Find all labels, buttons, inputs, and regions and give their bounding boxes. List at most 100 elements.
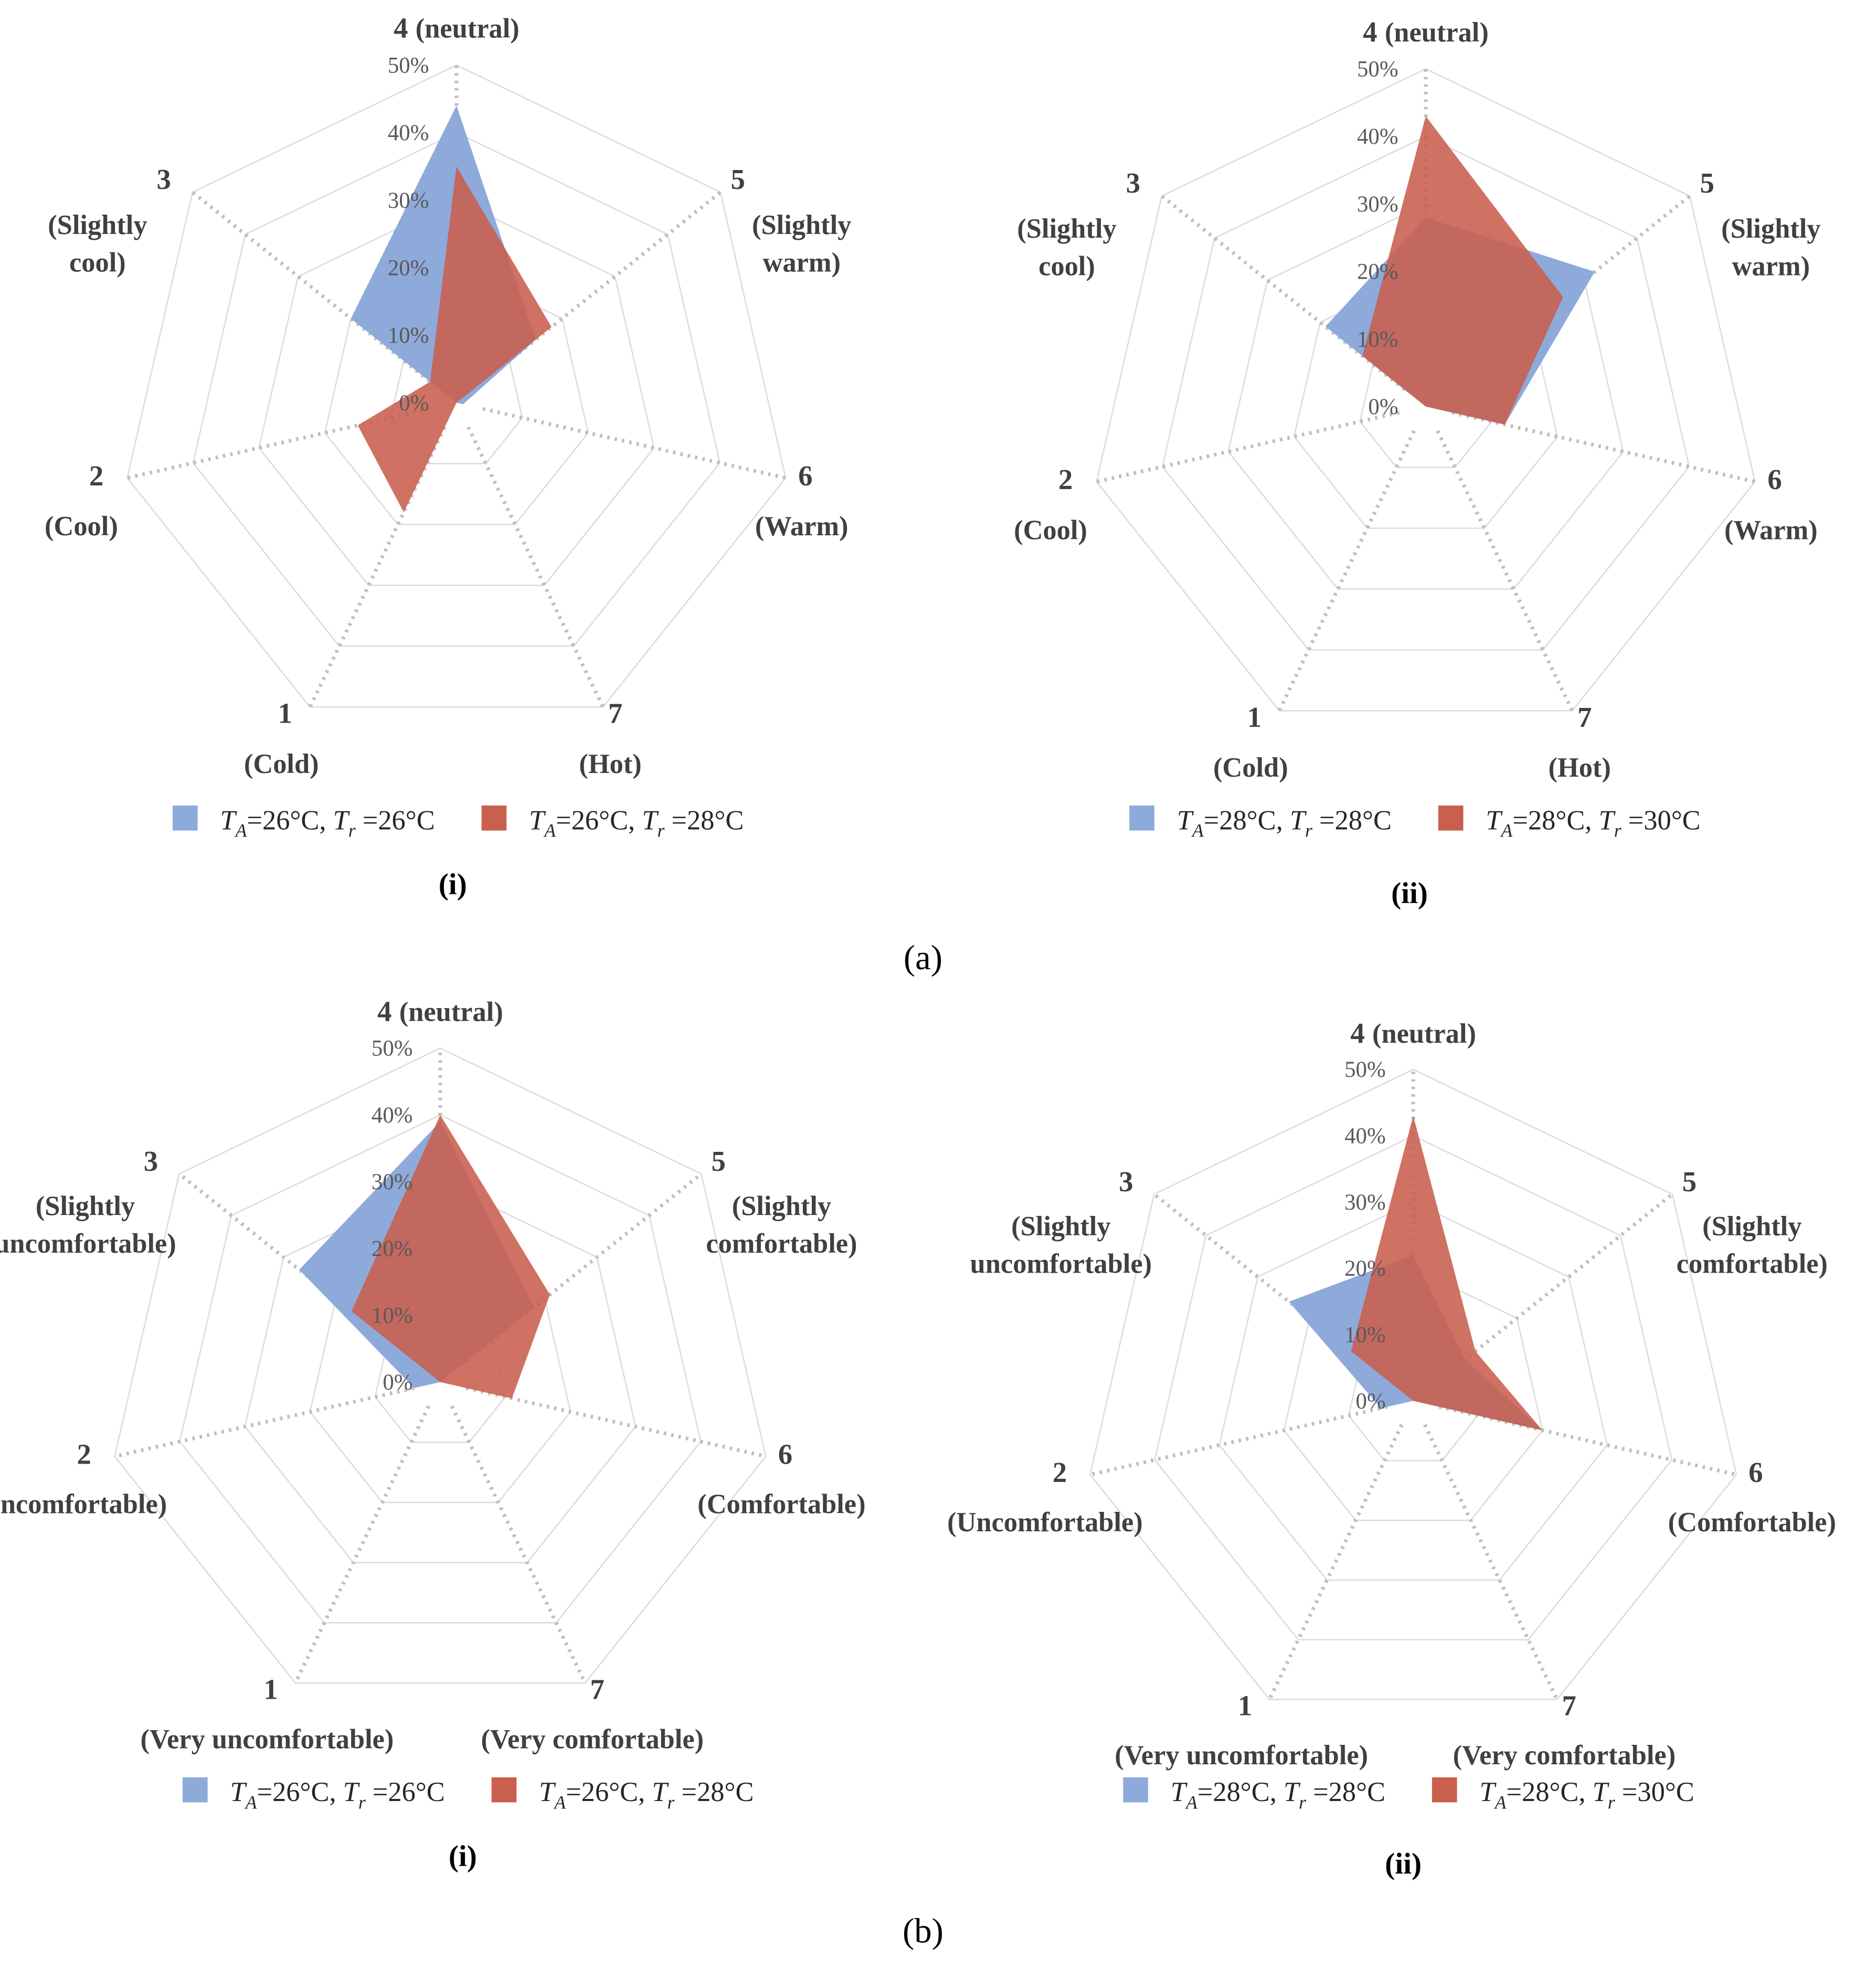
axis-desc-5: (Slightly bbox=[1721, 214, 1820, 244]
axis-number-7: 7 bbox=[590, 1673, 605, 1705]
axis-desc-3: uncomfortable) bbox=[970, 1249, 1152, 1279]
axis-line-6 bbox=[482, 407, 787, 480]
tick-label: 20% bbox=[1344, 1256, 1386, 1281]
tick-label: 40% bbox=[372, 1103, 413, 1128]
legend-sub: A bbox=[1185, 1792, 1197, 1813]
radar-chart-3: 0% 10% 20% 30% 40% 50% 1 (Very uncomfortable) 2 (… bbox=[0, 995, 866, 1873]
legend-var: T bbox=[642, 805, 659, 835]
axis-desc-3: (Slightly bbox=[1017, 214, 1116, 244]
panel-label: (i) bbox=[439, 868, 467, 901]
legend-sub: A bbox=[1494, 1792, 1507, 1813]
axis-desc-2: (Uncomfortable) bbox=[0, 1489, 167, 1520]
legend-var: T bbox=[1177, 805, 1194, 835]
grid-ring bbox=[1218, 1201, 1608, 1581]
legend-var: T bbox=[529, 805, 546, 835]
legend-var: T bbox=[1486, 805, 1503, 835]
figure-label-b: (b) bbox=[903, 1912, 944, 1950]
tick-label: 50% bbox=[372, 1036, 413, 1061]
legend-swatch-red bbox=[481, 805, 507, 831]
axis-line-1 bbox=[293, 1405, 431, 1684]
axis-desc-3: (Slightly bbox=[36, 1191, 135, 1222]
legend-sub: A bbox=[553, 1792, 566, 1813]
axis-number-1: 1 bbox=[263, 1673, 278, 1705]
legend-label: TA=28°C, Tr =30°C bbox=[1486, 805, 1700, 841]
legend-val: =30°C bbox=[1621, 805, 1701, 835]
legend-label: TA=28°C, Tr =28°C bbox=[1177, 805, 1392, 841]
legend-var: T bbox=[1284, 1777, 1301, 1807]
axis-number-1: 1 bbox=[1247, 701, 1262, 733]
tick-label: 0% bbox=[1368, 395, 1398, 419]
axis-desc-6: (Warm) bbox=[1724, 515, 1818, 545]
axis-number-5: 5 bbox=[1682, 1166, 1697, 1198]
axis-number-5: 5 bbox=[1700, 167, 1714, 199]
grid-ring bbox=[244, 1181, 637, 1563]
axis-desc-1: (Very uncomfortable) bbox=[1115, 1740, 1368, 1771]
axis-number-7: 7 bbox=[1577, 701, 1592, 733]
axis-line-7 bbox=[467, 426, 605, 708]
tick-label: 10% bbox=[372, 1304, 413, 1328]
axis-number: 4 bbox=[1350, 1017, 1364, 1049]
axis-desc-7: (Very comfortable) bbox=[1453, 1740, 1676, 1771]
axis-desc-5: (Slightly bbox=[752, 210, 851, 240]
axis-desc-3: cool) bbox=[69, 247, 126, 278]
axis-desc-6: (Comfortable) bbox=[697, 1489, 865, 1520]
axis-line-1 bbox=[1277, 430, 1416, 712]
axis-desc-3: (Slightly bbox=[48, 210, 147, 240]
axis-number-6: 6 bbox=[1748, 1456, 1763, 1488]
legend-val: =28°C bbox=[674, 1777, 754, 1807]
grid-ring bbox=[126, 64, 787, 708]
legend-swatch-blue bbox=[172, 805, 198, 831]
axis-desc-6: (Comfortable) bbox=[1668, 1507, 1836, 1538]
legend-val: =28°C bbox=[1312, 805, 1392, 835]
axis-number: 4 bbox=[1363, 16, 1377, 48]
axis-desc: (neutral) bbox=[399, 997, 503, 1028]
legend-sub: r bbox=[358, 1792, 366, 1813]
axis-desc-3: uncomfortable) bbox=[0, 1228, 176, 1259]
legend-sub: A bbox=[543, 820, 556, 841]
axis-line-5 bbox=[460, 1172, 703, 1367]
legend-swatch-red bbox=[1438, 805, 1464, 831]
axis-desc-1: (Cold) bbox=[1213, 753, 1288, 783]
axis-desc-3: (Slightly bbox=[1011, 1211, 1110, 1242]
panel-label: (i) bbox=[449, 1840, 477, 1873]
legend-var: T bbox=[1479, 1777, 1497, 1807]
radar-chart-2: 0% 10% 20% 30% 40% 50% 1 (Cold) 2 (Cool) 3 (Slightl… bbox=[1014, 16, 1820, 910]
axis-number-3: 3 bbox=[1119, 1166, 1133, 1198]
figure-label-a: (a) bbox=[904, 939, 942, 977]
axis-line-2 bbox=[114, 1386, 415, 1458]
tick-label: 50% bbox=[388, 53, 429, 78]
axis-desc: (neutral) bbox=[1372, 1019, 1476, 1049]
legend-label: TA=28°C, Tr =28°C bbox=[1171, 1777, 1385, 1813]
panel-label: (ii) bbox=[1385, 1847, 1422, 1880]
axis-desc-5: comfortable) bbox=[1677, 1249, 1828, 1279]
legend-var: T bbox=[652, 1777, 669, 1807]
axis-label-4: 4 (neutral) bbox=[1350, 1017, 1476, 1049]
legend-swatch-red bbox=[491, 1777, 517, 1803]
axis-number-3: 3 bbox=[1126, 167, 1140, 199]
grid-ring bbox=[258, 199, 655, 586]
legend: TA=26°C, Tr =26°C TA=26°C, Tr =28°C bbox=[182, 1777, 754, 1813]
legend-label: TA=26°C, Tr =28°C bbox=[529, 805, 744, 841]
legend: TA=26°C, Tr =26°C TA=26°C, Tr =28°C bbox=[172, 805, 744, 841]
legend-label: TA=28°C, Tr =30°C bbox=[1479, 1777, 1694, 1813]
axis-label-4: 4 (neutral) bbox=[1363, 16, 1489, 48]
legend-var: T bbox=[343, 1777, 361, 1807]
legend-label: TA=26°C, Tr =26°C bbox=[220, 805, 434, 841]
legend-swatch-blue bbox=[1129, 805, 1154, 831]
axis-desc-2: (Uncomfortable) bbox=[947, 1507, 1143, 1538]
axis-number-2: 2 bbox=[89, 460, 103, 492]
legend-val: =26°C, bbox=[556, 805, 642, 835]
legend-var: T bbox=[230, 1777, 248, 1807]
legend-val: =28°C, bbox=[1512, 805, 1598, 835]
tick-label: 20% bbox=[372, 1236, 413, 1261]
axis-number-6: 6 bbox=[798, 460, 812, 492]
axis-desc: (neutral) bbox=[1385, 17, 1489, 48]
radar-chart-4: 0% 10% 20% 30% 40% 50% 1 (Very uncomfortable) 2 (… bbox=[947, 1017, 1836, 1881]
grid-ring bbox=[1154, 1135, 1673, 1640]
legend-val: =26°C bbox=[366, 1777, 445, 1807]
charts-container: 0%10%20%30%40%50%1(Cold)2(Cool)3(Slightl… bbox=[0, 12, 1836, 1881]
axis-desc-5: (Slightly bbox=[732, 1191, 831, 1222]
axis-number-5: 5 bbox=[712, 1145, 726, 1177]
tick-label: 0% bbox=[399, 391, 429, 416]
